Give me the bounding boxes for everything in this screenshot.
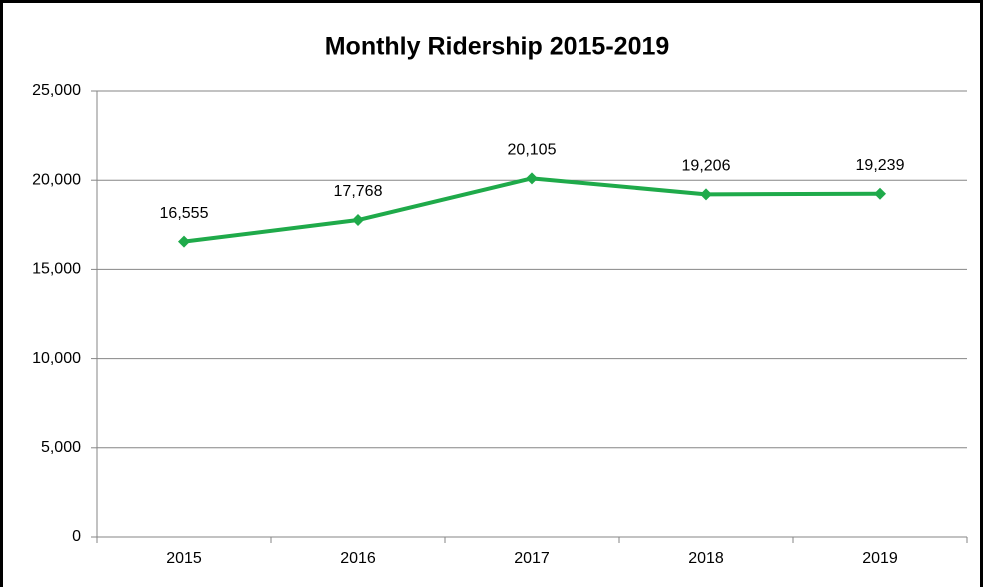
data-label: 19,239 bbox=[856, 157, 905, 174]
x-tick-label: 2017 bbox=[514, 550, 550, 567]
data-label: 19,206 bbox=[682, 158, 731, 175]
chart: Monthly Ridership 2015-2019 0 5,000 10,000… bbox=[32, 33, 968, 567]
x-tick-label: 2015 bbox=[166, 550, 202, 567]
y-tick-label: 5,000 bbox=[41, 439, 81, 456]
y-tick-label: 15,000 bbox=[32, 261, 81, 278]
chart-title: Monthly Ridership 2015-2019 bbox=[325, 33, 670, 61]
y-tick-label: 10,000 bbox=[32, 350, 81, 367]
y-tick-label: 20,000 bbox=[32, 171, 81, 188]
x-tick-label: 2016 bbox=[340, 550, 376, 567]
data-label: 17,768 bbox=[334, 183, 383, 200]
data-line bbox=[183, 176, 881, 244]
data-marker bbox=[178, 235, 190, 248]
y-tick-label: 25,000 bbox=[32, 82, 81, 99]
data-marker bbox=[526, 172, 538, 185]
data-marker bbox=[700, 188, 712, 201]
data-label: 20,105 bbox=[508, 142, 557, 159]
data-marker bbox=[874, 187, 886, 200]
y-tick-label: 0 bbox=[72, 528, 81, 545]
data-marker bbox=[352, 214, 364, 227]
x-tick-label: 2018 bbox=[688, 550, 724, 567]
data-label: 16,555 bbox=[160, 205, 209, 222]
x-tick-label: 2019 bbox=[862, 550, 898, 567]
